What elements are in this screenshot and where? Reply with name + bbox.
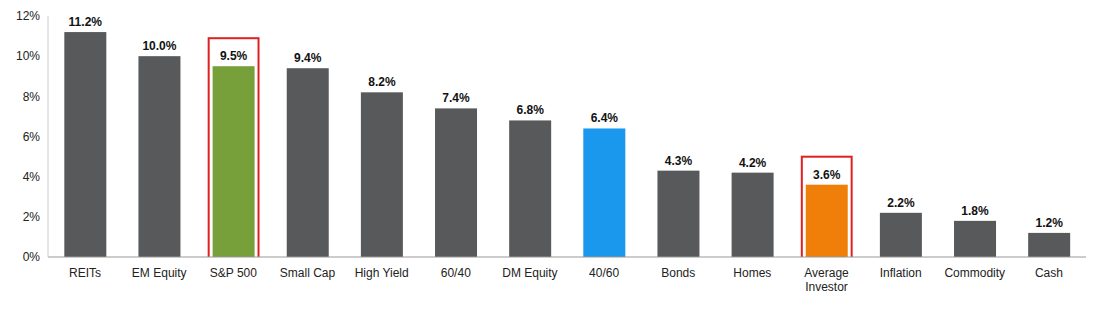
svg-text:6.8%: 6.8% [516, 103, 544, 117]
svg-text:REITs: REITs [69, 266, 101, 280]
svg-text:6.4%: 6.4% [591, 111, 619, 125]
svg-text:9.4%: 9.4% [294, 51, 322, 65]
svg-text:Inflation: Inflation [880, 266, 922, 280]
svg-text:Bonds: Bonds [661, 266, 695, 280]
svg-text:Homes: Homes [733, 266, 771, 280]
svg-text:High Yield: High Yield [355, 266, 409, 280]
svg-text:Small Cap: Small Cap [280, 266, 336, 280]
svg-text:3.6%: 3.6% [813, 168, 841, 182]
svg-text:4.3%: 4.3% [665, 154, 693, 168]
svg-text:7.4%: 7.4% [442, 91, 470, 105]
svg-text:4%: 4% [23, 170, 41, 184]
svg-text:0%: 0% [23, 250, 41, 264]
svg-text:2.2%: 2.2% [887, 196, 915, 210]
svg-text:2%: 2% [23, 210, 41, 224]
svg-text:Average: Average [804, 266, 849, 280]
svg-text:9.5%: 9.5% [220, 49, 248, 63]
svg-text:40/60: 40/60 [589, 266, 619, 280]
svg-text:6%: 6% [23, 130, 41, 144]
svg-text:1.2%: 1.2% [1035, 216, 1063, 230]
svg-text:Investor: Investor [805, 280, 848, 294]
svg-text:1.8%: 1.8% [961, 204, 989, 218]
svg-text:8%: 8% [23, 90, 41, 104]
svg-text:Cash: Cash [1035, 266, 1063, 280]
svg-text:60/40: 60/40 [441, 266, 471, 280]
svg-text:DM Equity: DM Equity [502, 266, 557, 280]
svg-text:8.2%: 8.2% [368, 75, 396, 89]
svg-text:11.2%: 11.2% [69, 15, 103, 29]
svg-text:S&P 500: S&P 500 [210, 266, 257, 280]
svg-text:4.2%: 4.2% [739, 156, 767, 170]
svg-text:Commodity: Commodity [944, 266, 1005, 280]
svg-text:EM Equity: EM Equity [132, 266, 187, 280]
svg-text:10.0%: 10.0% [142, 39, 176, 53]
svg-text:12%: 12% [16, 9, 40, 23]
svg-text:10%: 10% [16, 49, 40, 63]
